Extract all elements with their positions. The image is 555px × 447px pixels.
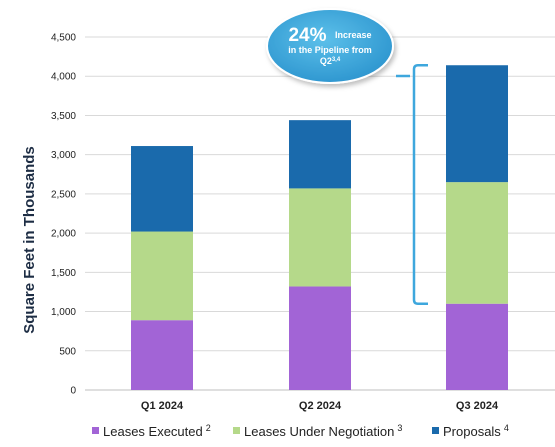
x-axis-ticks: Q1 2024 Q2 2024 Q3 2024 <box>141 400 499 412</box>
legend-label: Leases Executed <box>103 424 203 439</box>
bar-leases-executed-2 <box>446 303 508 390</box>
legend-footnote: 3 <box>397 423 402 433</box>
pipeline-bracket <box>412 63 428 305</box>
bar-proposals-2 <box>446 65 508 183</box>
y-tick-label: 500 <box>59 346 76 357</box>
callout-percent: 24% <box>288 25 326 46</box>
x-tick-label: Q2 2024 <box>299 400 342 412</box>
legend-swatch <box>92 427 99 434</box>
bar-leases-under-negotiation-2 <box>446 182 508 304</box>
x-tick-label: Q1 2024 <box>141 400 184 412</box>
increase-callout: 24% Increase in the Pipeline from Q23,4 <box>266 8 394 84</box>
bars <box>131 65 508 390</box>
legend: Leases Executed 2 Leases Under Negotiation… <box>92 423 509 439</box>
y-tick-label: 2,500 <box>51 189 76 200</box>
y-tick-label: 3,000 <box>51 150 76 161</box>
y-tick-label: 0 <box>70 386 76 397</box>
bar-leases-under-negotiation-1 <box>289 188 351 287</box>
y-tick-label: 2,000 <box>51 229 76 240</box>
y-tick-label: 4,500 <box>51 33 76 44</box>
legend-entry: Leases Executed 2 <box>103 423 211 439</box>
legend-label: Leases Under Negotiation <box>244 424 394 439</box>
y-tick-label: 1,000 <box>51 307 76 318</box>
legend-swatch <box>233 427 240 434</box>
legend-footnote: 2 <box>206 423 211 433</box>
callout-line-3: Q23,4 <box>320 56 341 66</box>
y-axis-label: Square Feet in Thousands <box>21 146 38 334</box>
legend-entry: Proposals 4 <box>443 423 509 439</box>
y-axis-ticks: 0 500 1,000 1,500 2,000 2,500 3,000 3,500 4,000 4… <box>51 33 76 397</box>
callout-bubble <box>266 8 394 84</box>
y-tick-label: 3,500 <box>51 111 76 122</box>
bar-leases-executed-1 <box>289 286 351 390</box>
callout-footnote: 3,4 <box>332 57 341 63</box>
legend-swatch <box>432 427 439 434</box>
callout-line-1: 24% Increase <box>288 25 371 46</box>
callout-q2: Q2 <box>320 56 332 66</box>
legend-label: Proposals <box>443 424 501 439</box>
bar-leases-under-negotiation-0 <box>131 231 193 321</box>
y-tick-label: 1,500 <box>51 268 76 279</box>
legend-entry: Leases Under Negotiation 3 <box>244 423 402 439</box>
y-tick-label: 4,000 <box>51 72 76 83</box>
x-tick-label: Q3 2024 <box>456 400 499 412</box>
legend-footnote: 4 <box>504 423 509 433</box>
callout-increase-word: Increase <box>335 30 372 40</box>
bar-leases-executed-0 <box>131 320 193 390</box>
bar-proposals-1 <box>289 120 351 189</box>
callout-line-2: in the Pipeline from <box>288 45 372 55</box>
bar-proposals-0 <box>131 146 193 232</box>
